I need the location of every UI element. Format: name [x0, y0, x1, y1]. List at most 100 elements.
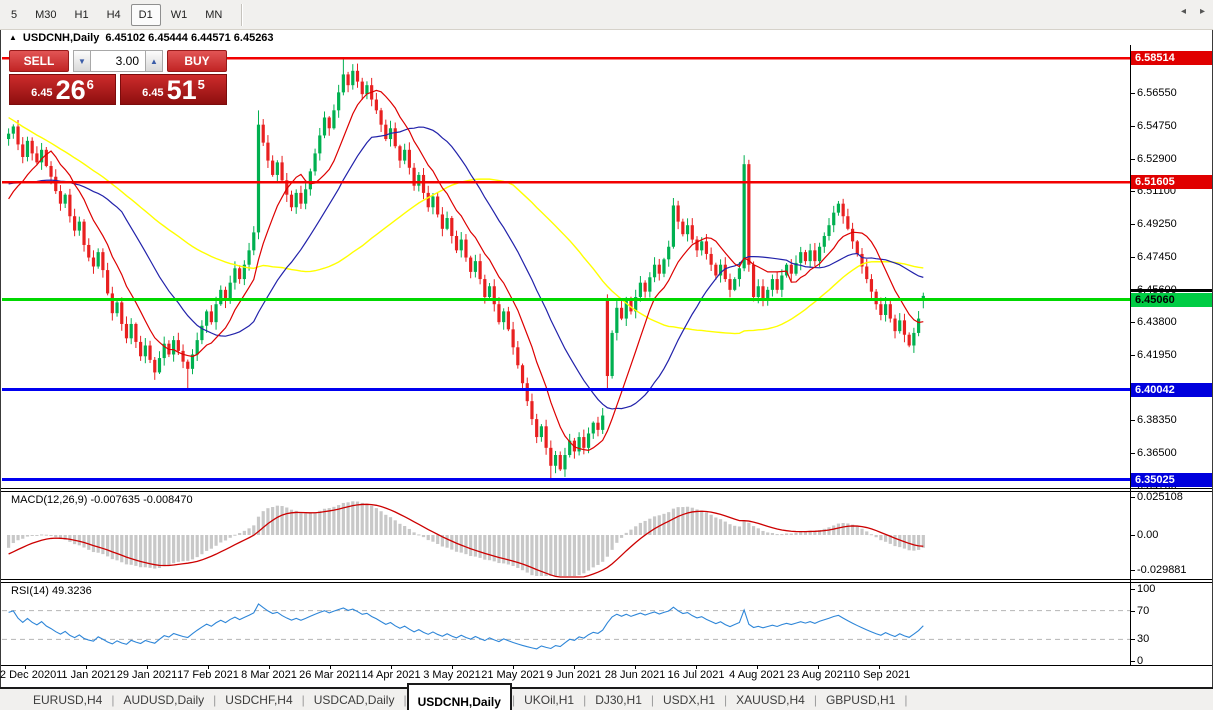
- tab-separator: |: [904, 692, 908, 707]
- price-tick: [1130, 257, 1135, 258]
- tab-dj30-h1[interactable]: DJ30,H1: [595, 692, 642, 707]
- tab-separator: |: [403, 692, 407, 707]
- time-axis-line: [1, 665, 1212, 666]
- tab-xauusd-h4[interactable]: XAUUSD,H4: [736, 692, 805, 707]
- buy-price-display[interactable]: 6.45 51 5: [120, 74, 227, 105]
- price-tick-label: 6.52900: [1137, 153, 1177, 165]
- date-tick: [513, 665, 514, 669]
- date-label: 14 Apr 2021: [361, 669, 421, 681]
- tab-usdx-h1[interactable]: USDX,H1: [663, 692, 716, 707]
- timeframe-button-m30[interactable]: M30: [35, 8, 57, 21]
- tab-separator: |: [111, 692, 115, 707]
- price-tick: [1130, 224, 1135, 225]
- tab-usdcad-daily[interactable]: USDCAD,Daily: [313, 692, 395, 707]
- buy-button[interactable]: BUY: [167, 50, 227, 72]
- price-marker-badge: 6.45060: [1131, 293, 1212, 307]
- price-marker-badge: 6.35025: [1131, 473, 1212, 487]
- macd-tick-label: 0.025108: [1137, 491, 1183, 503]
- rsi-tick-label: 100: [1137, 583, 1156, 595]
- price-tick-label: 6.38350: [1137, 414, 1177, 426]
- date-label: 4 Aug 2021: [729, 669, 785, 681]
- one-click-collapse-icon[interactable]: ▲: [9, 33, 17, 42]
- sell-price-small: 6.45: [31, 87, 53, 99]
- toolbar-separator: [241, 3, 244, 26]
- rsi-tick: [1130, 589, 1135, 590]
- sell-price-display[interactable]: 6.45 26 6: [9, 74, 116, 105]
- buy-price-sup: 5: [197, 77, 205, 92]
- tab-separator: |: [650, 692, 655, 707]
- date-label: 29 Jan 2021: [116, 669, 178, 681]
- price-tick: [1130, 126, 1135, 127]
- price-marker-badge: 6.51605: [1131, 175, 1212, 189]
- timeframe-button-d1[interactable]: D1: [130, 3, 161, 26]
- price-tick-label: 6.56550: [1137, 87, 1177, 99]
- tab-separator: |: [511, 692, 516, 707]
- price-scale-marker: [1130, 289, 1212, 292]
- volume-increase-button[interactable]: ▲: [145, 50, 163, 72]
- tab-ukoil-h1[interactable]: UKOil,H1: [524, 692, 575, 707]
- price-tick-label: 6.43800: [1137, 316, 1177, 328]
- timeframe-button-w1[interactable]: W1: [170, 8, 188, 21]
- volume-input[interactable]: [91, 50, 145, 72]
- macd-indicator-panel: [7, 501, 925, 578]
- tab-separator: |: [583, 692, 587, 707]
- date-label: 8 Mar 2021: [241, 669, 297, 681]
- tab-separator: |: [301, 692, 305, 707]
- date-tick: [86, 665, 87, 669]
- date-label: 21 May 2021: [481, 669, 545, 681]
- timeframe-toolbar: 5 M30 H1 H4 D1 W1 MN: [0, 0, 1213, 30]
- rsi-tick: [1130, 639, 1135, 640]
- buy-price-big: 51: [166, 75, 197, 105]
- spinner-up-icon: ▲: [150, 56, 158, 66]
- date-tick: [391, 665, 392, 669]
- timeframe-button-mn[interactable]: MN: [205, 8, 223, 21]
- buy-price-small: 6.45: [142, 87, 164, 99]
- tab-usdcnh-daily[interactable]: USDCNH,Daily: [406, 683, 512, 710]
- macd-tick-label: -0.029881: [1137, 564, 1187, 576]
- timeframe-button-h4[interactable]: H4: [106, 8, 121, 21]
- panel-separator: [1, 488, 1212, 492]
- price-tick: [1130, 159, 1135, 160]
- tab-scroll-left-icon[interactable]: ◂: [1180, 6, 1186, 17]
- macd-label: MACD(12,26,9) -0.007635 -0.008470: [11, 494, 193, 506]
- price-marker-badge: 6.58514: [1131, 51, 1212, 65]
- date-tick: [269, 665, 270, 669]
- tab-audusd-daily[interactable]: AUDUSD,Daily: [123, 692, 205, 707]
- macd-tick: [1130, 497, 1135, 498]
- timeframe-button-h1[interactable]: H1: [74, 8, 89, 21]
- price-tick: [1130, 322, 1135, 323]
- tab-separator: |: [813, 692, 817, 707]
- price-tick-label: 6.36500: [1137, 447, 1177, 459]
- price-tick: [1130, 420, 1135, 421]
- timeframe-button-5[interactable]: 5: [11, 8, 18, 21]
- macd-tick: [1130, 570, 1135, 571]
- tab-usdchf-h4[interactable]: USDCHF,H4: [225, 692, 293, 707]
- sell-button[interactable]: SELL: [9, 50, 69, 72]
- one-click-price-row: 6.45 26 6 6.45 51 5: [9, 74, 227, 105]
- tab-separator: |: [213, 692, 217, 707]
- macd-tick-label: 0.00: [1137, 529, 1159, 541]
- date-label: 11 Jan 2021: [56, 669, 116, 681]
- volume-decrease-button[interactable]: ▼: [73, 50, 91, 72]
- price-tick: [1130, 191, 1135, 192]
- date-label: 17 Feb 2021: [177, 669, 239, 681]
- date-tick: [574, 665, 575, 669]
- tab-scroll-right-icon[interactable]: ▸: [1199, 6, 1205, 17]
- tab-gbpusd-h1[interactable]: GBPUSD,H1: [825, 692, 896, 707]
- date-tick: [757, 665, 758, 669]
- main-price-chart: [2, 56, 1130, 482]
- symbol-tabstrip: EURUSD,H4 | AUDUSD,Daily | USDCHF,H4 | USDCAD,…: [0, 683, 1213, 710]
- date-tick: [818, 665, 819, 669]
- panel-separator: [1, 579, 1212, 583]
- price-tick-label: 6.47450: [1137, 251, 1177, 263]
- sell-price-sup: 6: [86, 77, 94, 92]
- date-tick: [879, 665, 880, 669]
- date-tick: [147, 665, 148, 669]
- date-label: 10 Sep 2021: [847, 669, 911, 681]
- tab-eurusd-h4[interactable]: EURUSD,H4: [33, 692, 103, 707]
- date-label: 26 Mar 2021: [299, 669, 361, 681]
- date-label: 3 May 2021: [423, 669, 481, 681]
- spinner-down-icon: ▼: [78, 56, 86, 66]
